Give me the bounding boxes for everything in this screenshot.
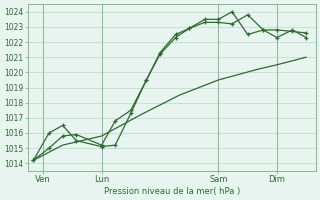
X-axis label: Pression niveau de la mer( hPa ): Pression niveau de la mer( hPa ) [104, 187, 240, 196]
